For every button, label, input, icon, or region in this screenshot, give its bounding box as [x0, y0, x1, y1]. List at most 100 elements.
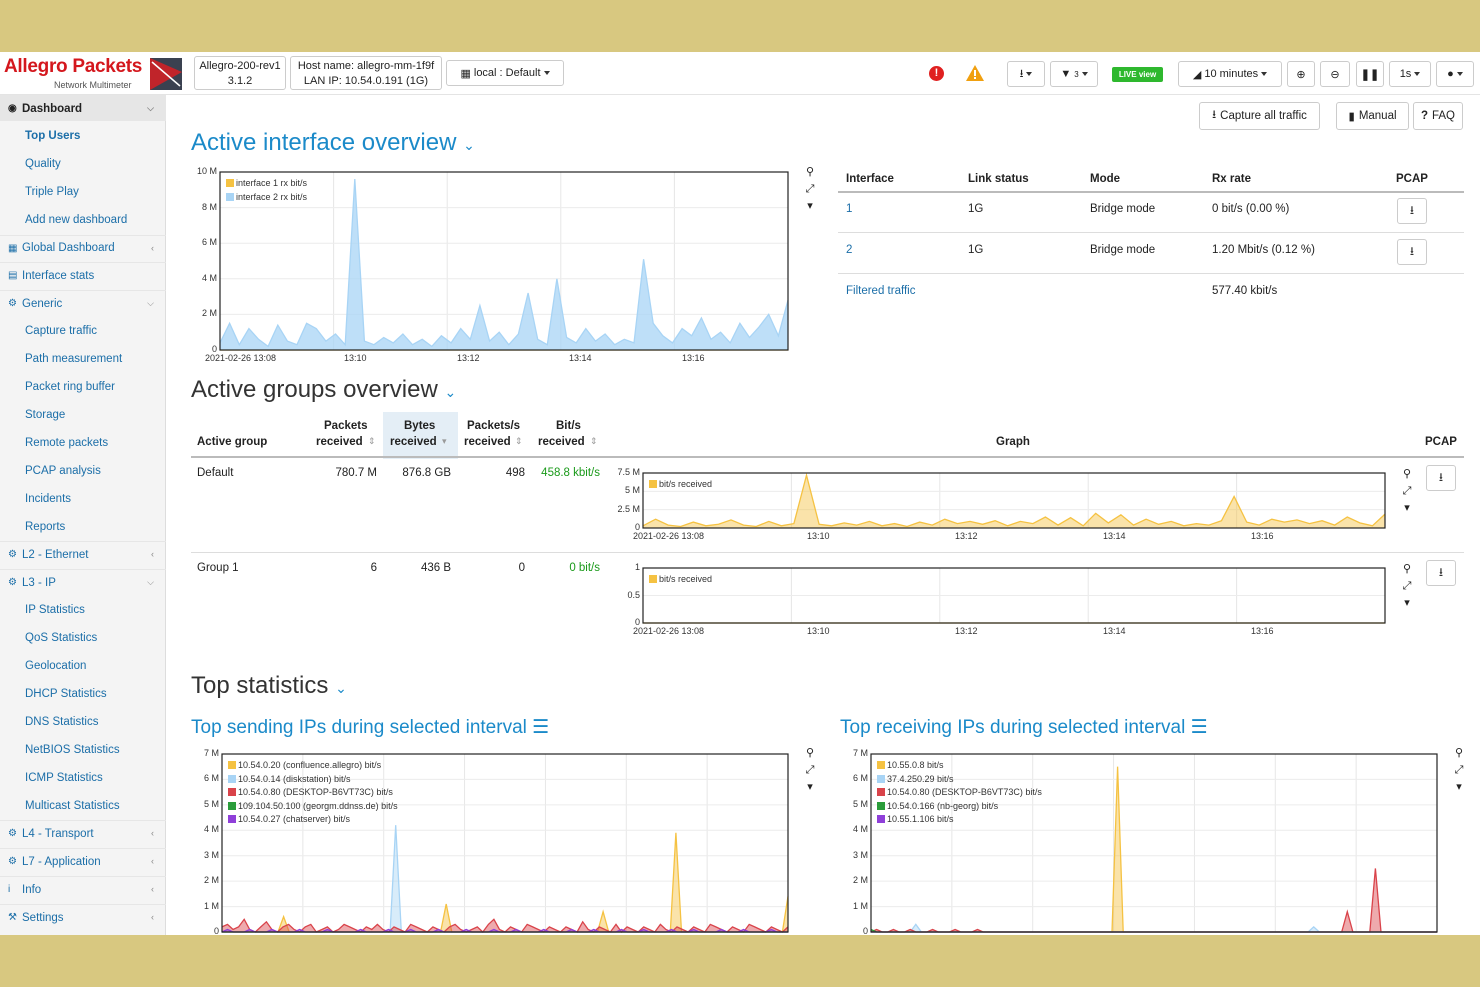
top-receiving-title[interactable]: Top receiving IPs during selected interv…	[840, 716, 1208, 739]
legend-entry[interactable]: 10.55.1.106 bit/s	[877, 813, 1042, 827]
sidebar-item-l4-transport[interactable]: ⚙ L4 - Transport ‹	[0, 820, 166, 846]
sidebar-item-top-users[interactable]: Top Users	[0, 123, 166, 149]
filtered-traffic-link[interactable]: Filtered traffic	[846, 285, 916, 297]
sidebar-item-generic[interactable]: ⚙ Generic ⌵	[0, 290, 166, 316]
pcap-download-button[interactable]: ⭳	[1426, 465, 1456, 491]
zoom-in-button[interactable]: ⊕	[1287, 61, 1315, 87]
column-header-packets-sub[interactable]: received	[316, 436, 363, 448]
top-sending-chart[interactable]	[221, 753, 789, 933]
reset-zoom-icon[interactable]: ⤢	[805, 764, 815, 776]
interval-dropdown[interactable]: ◢ 10 minutes	[1178, 61, 1282, 87]
legend-entry[interactable]: 10.54.0.14 (diskstation) bit/s	[228, 773, 398, 787]
legend-entry[interactable]: 10.54.0.27 (chatserver) bit/s	[228, 813, 398, 827]
sidebar-item-dns-statistics[interactable]: DNS Statistics	[0, 709, 166, 735]
column-header-packets-per-second[interactable]: Packets/s	[467, 420, 521, 432]
chevron-down-icon[interactable]: ▾	[1404, 597, 1410, 609]
interface-overview-title[interactable]: Active interface overview ⌄	[191, 129, 475, 157]
legend-entry[interactable]: bit/s received	[649, 478, 712, 492]
sidebar-item-interface-stats[interactable]: ▤ Interface stats	[0, 262, 166, 288]
sidebar-item-l7-application[interactable]: ⚙ L7 - Application ‹	[0, 848, 166, 874]
reset-zoom-icon[interactable]: ⤢	[805, 183, 815, 195]
group-default-chart[interactable]	[642, 472, 1386, 529]
sort-icon[interactable]: ▾	[442, 436, 447, 446]
list-icon[interactable]: ☰	[1190, 717, 1208, 738]
sidebar-item-multicast-statistics[interactable]: Multicast Statistics	[0, 793, 166, 819]
sidebar-item-storage[interactable]: Storage	[0, 402, 166, 428]
sidebar-item-triple-play[interactable]: Triple Play	[0, 179, 166, 205]
interface-link[interactable]: 1	[846, 203, 853, 215]
top-receiving-chart[interactable]	[870, 753, 1438, 933]
sidebar-item-pcap-analysis[interactable]: PCAP analysis	[0, 458, 166, 484]
legend-entry[interactable]: 10.54.0.166 (nb-georg) bit/s	[877, 800, 1042, 814]
chevron-down-icon[interactable]: ▾	[1456, 781, 1462, 793]
refresh-rate-dropdown[interactable]: 1s	[1389, 61, 1431, 87]
sidebar-item-global-dashboard[interactable]: ▦ Global Dashboard ‹	[0, 234, 166, 261]
top-statistics-title[interactable]: Top statistics ⌄	[191, 672, 347, 700]
sidebar-item-settings[interactable]: ⚒ Settings ‹	[0, 904, 166, 930]
sidebar-item-quality[interactable]: Quality	[0, 151, 166, 177]
user-menu-dropdown[interactable]: ●	[1436, 61, 1474, 87]
legend-entry[interactable]: 10.54.0.80 (DESKTOP-B6VT73C) bit/s	[228, 786, 398, 800]
legend-entry[interactable]: interface 2 rx bit/s	[226, 191, 307, 205]
pcap-download-button[interactable]: ⭳	[1397, 239, 1427, 265]
sidebar-item-geolocation[interactable]: Geolocation	[0, 653, 166, 679]
chevron-down-icon[interactable]: ▾	[807, 781, 813, 793]
pcap-download-button[interactable]: ⭳	[1426, 560, 1456, 586]
sidebar-item-icmp-statistics[interactable]: ICMP Statistics	[0, 765, 166, 791]
reset-zoom-icon[interactable]: ⤢	[1402, 580, 1412, 592]
faq-button[interactable]: ? FAQ	[1413, 102, 1463, 130]
capture-all-traffic-button[interactable]: ⭳ Capture all traffic	[1199, 102, 1320, 130]
reset-zoom-icon[interactable]: ⤢	[1454, 764, 1464, 776]
legend-entry[interactable]: 10.54.0.20 (confluence.allegro) bit/s	[228, 759, 398, 773]
sidebar-item-dashboard[interactable]: ◉ Dashboard ⌵	[0, 95, 166, 121]
interface-link[interactable]: 2	[846, 244, 853, 256]
download-dropdown[interactable]: ⭳	[1007, 61, 1045, 87]
pcap-download-button[interactable]: ⭳	[1397, 198, 1427, 224]
brand-logo[interactable]: Allegro Packets Network Multimeter	[0, 54, 190, 94]
sort-icon[interactable]: ⇕	[590, 436, 598, 446]
filter-dropdown[interactable]: ▼ 3	[1050, 61, 1098, 87]
zoom-icon[interactable]: ⚲	[1402, 468, 1412, 480]
legend-entry[interactable]: interface 1 rx bit/s	[226, 177, 307, 191]
live-view-button[interactable]: LIVE view	[1112, 67, 1163, 82]
legend-entry[interactable]: 10.55.0.8 bit/s	[877, 759, 1042, 773]
column-header-packets[interactable]: Packets	[324, 420, 368, 432]
sidebar-item-capture-traffic[interactable]: Capture traffic	[0, 318, 166, 344]
sidebar-item-incidents[interactable]: Incidents	[0, 486, 166, 512]
sidebar-item-l2-ethernet[interactable]: ⚙ L2 - Ethernet ‹	[0, 541, 166, 567]
column-header-pps-sub[interactable]: received	[464, 436, 511, 448]
manual-button[interactable]: ▮ Manual	[1336, 102, 1409, 130]
column-header-bits-per-second[interactable]: Bit/s	[556, 420, 581, 432]
interface-chart[interactable]	[219, 171, 789, 351]
groups-overview-title[interactable]: Active groups overview ⌄	[191, 376, 456, 404]
pause-button[interactable]: ❚❚	[1356, 61, 1384, 87]
sidebar-item-l3-ip[interactable]: ⚙ L3 - IP ⌵	[0, 569, 166, 595]
sidebar-item-info[interactable]: i Info ‹	[0, 876, 166, 902]
reset-zoom-icon[interactable]: ⤢	[1402, 485, 1412, 497]
column-header-bytes[interactable]: Bytes	[404, 420, 436, 432]
sidebar-item-ip-statistics[interactable]: IP Statistics	[0, 597, 166, 623]
legend-entry[interactable]: bit/s received	[649, 573, 712, 587]
sidebar-item-qos-statistics[interactable]: QoS Statistics	[0, 625, 166, 651]
sidebar-item-add-new-dashboard[interactable]: Add new dashboard	[0, 207, 166, 233]
chevron-down-icon[interactable]: ▾	[807, 200, 813, 212]
column-header-active-group[interactable]: Active group	[197, 436, 268, 448]
zoom-icon[interactable]: ⚲	[1402, 563, 1412, 575]
sidebar-item-netbios-statistics[interactable]: NetBIOS Statistics	[0, 737, 166, 763]
column-header-bytes-sub[interactable]: received	[390, 436, 437, 448]
zoom-icon[interactable]: ⚲	[1454, 747, 1464, 759]
profile-dropdown[interactable]: ▦ local : Default	[446, 60, 564, 86]
chevron-down-icon[interactable]: ▾	[1404, 502, 1410, 514]
column-header-bits-sub[interactable]: received	[538, 436, 585, 448]
legend-entry[interactable]: 10.54.0.80 (DESKTOP-B6VT73C) bit/s	[877, 786, 1042, 800]
warning-alert-icon[interactable]	[966, 65, 984, 81]
sidebar-item-reports[interactable]: Reports	[0, 514, 166, 540]
error-alert-icon[interactable]: !	[929, 66, 944, 81]
sidebar-item-packet-ring-buffer[interactable]: Packet ring buffer	[0, 374, 166, 400]
sidebar-item-dhcp-statistics[interactable]: DHCP Statistics	[0, 681, 166, 707]
sidebar-item-remote-packets[interactable]: Remote packets	[0, 430, 166, 456]
zoom-icon[interactable]: ⚲	[805, 747, 815, 759]
sort-icon[interactable]: ⇕	[515, 436, 523, 446]
top-sending-title[interactable]: Top sending IPs during selected interval…	[191, 716, 549, 739]
zoom-out-button[interactable]: ⊖	[1320, 61, 1350, 87]
